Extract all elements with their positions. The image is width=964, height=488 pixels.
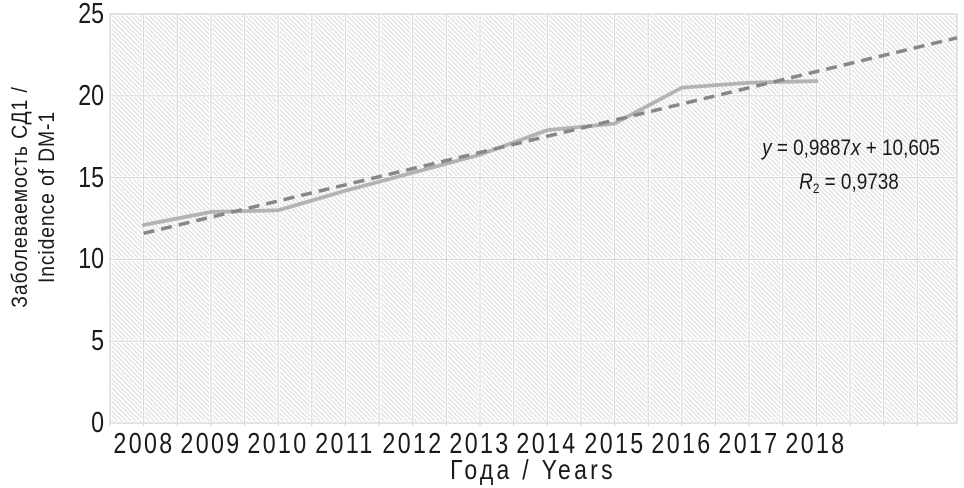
incidence-solid-line	[141, 79, 819, 227]
y-axis-tick-label: 5	[91, 325, 104, 358]
equation-y-symbol: y	[762, 135, 772, 160]
r-squared-label: R2 = 0,9738	[799, 169, 899, 196]
linear-trend-dashed-line	[143, 36, 958, 236]
x-axis-title: Года / Years	[450, 454, 616, 485]
y-axis-tick-label: 20	[78, 79, 104, 112]
trend-equation-label: y = 0,9887x + 10,605	[762, 135, 940, 161]
x-axis-tick-label: 2008	[113, 428, 175, 460]
y-axis-tick-label: 10	[78, 243, 104, 276]
x-axis-tick-label: 2018	[785, 428, 847, 460]
y-axis-tick-label: 25	[78, 0, 104, 30]
y-axis-tick-label: 0	[91, 407, 104, 439]
y-axis-tick-label: 15	[78, 161, 104, 194]
x-axis-tick-label: 2012	[382, 428, 444, 460]
x-axis-tick-label: 2016	[651, 428, 713, 460]
x-axis-tick-label: 2017	[718, 428, 780, 460]
r-symbol: R	[799, 169, 813, 194]
x-axis-tick-label: 2013	[449, 428, 511, 460]
plot-area	[110, 14, 957, 423]
x-axis-tick-label: 2010	[247, 428, 309, 460]
x-axis-tick-label: 2011	[315, 428, 376, 460]
x-axis-tick-label: 2014	[516, 428, 578, 460]
x-axis-tick-label: 2015	[583, 428, 646, 460]
plot-border	[109, 13, 958, 424]
y-axis-title-line-en: Incidence of DM-1	[34, 110, 59, 284]
equation-x-symbol: x	[851, 135, 861, 160]
equation-tail: + 10,605	[860, 135, 940, 160]
equation-mid: = 0,9887	[771, 135, 851, 160]
r-subscript: 2	[812, 181, 820, 196]
y-axis-title: Заболеваемость СД1 / Incidence of DM-1	[6, 86, 60, 307]
y-axis-title-line-ru: Заболеваемость СД1 /	[7, 86, 32, 308]
x-axis-tick-label: 2009	[180, 428, 242, 460]
r-squared-value: = 0,9738	[819, 169, 899, 194]
